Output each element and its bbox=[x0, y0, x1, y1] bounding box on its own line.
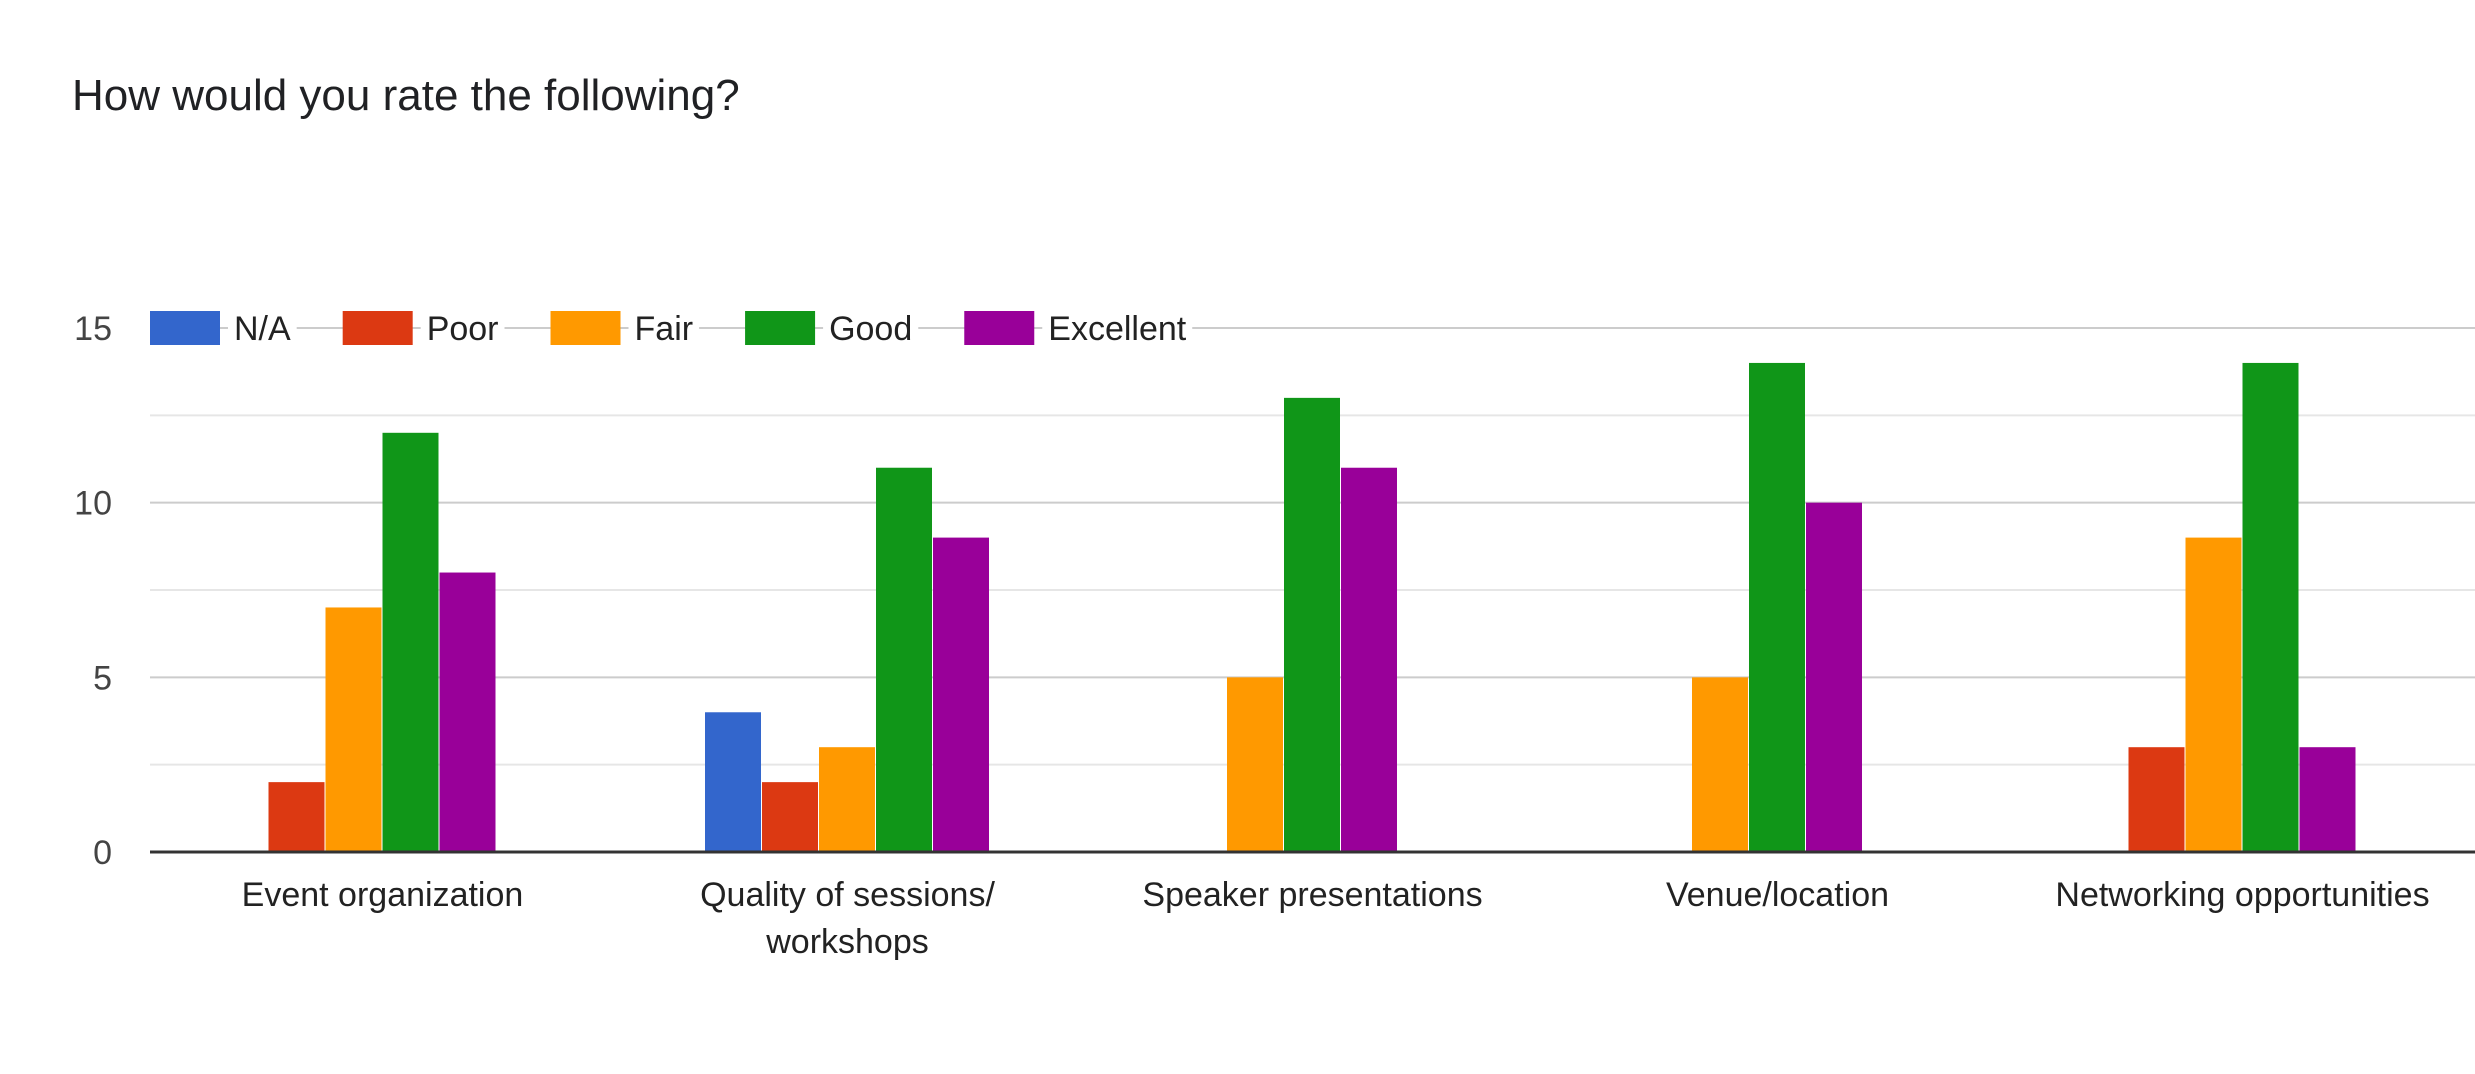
bar-excellent bbox=[1341, 467, 1397, 852]
legend-label: Fair bbox=[635, 310, 694, 348]
bar-poor bbox=[762, 782, 818, 852]
x-category-label: Event organization bbox=[242, 876, 524, 914]
legend: N/A Poor Fair Good Excellent bbox=[150, 304, 1193, 352]
x-category-label: Networking opportunities bbox=[2055, 876, 2429, 914]
bar-excellent bbox=[933, 537, 989, 852]
bar-excellent bbox=[2299, 747, 2356, 852]
legend-label: Good bbox=[829, 310, 912, 348]
legend-label: Excellent bbox=[1048, 310, 1187, 348]
y-tick-label: 0 bbox=[93, 834, 112, 872]
y-tick-label: 5 bbox=[93, 659, 112, 697]
bars bbox=[268, 362, 2356, 852]
legend-swatch-fair bbox=[550, 311, 621, 345]
legend-swatch-n-a bbox=[150, 311, 220, 345]
bar-fair bbox=[2185, 537, 2242, 852]
bar-good bbox=[382, 432, 439, 852]
bar-poor bbox=[2128, 747, 2185, 852]
legend-swatch-excellent bbox=[964, 311, 1035, 345]
bar-good bbox=[2242, 362, 2299, 852]
legend-label: N/A bbox=[234, 310, 291, 348]
bar-excellent bbox=[1806, 502, 1862, 852]
bar-fair bbox=[1692, 677, 1748, 852]
bar-poor bbox=[268, 782, 325, 852]
legend-swatch-poor bbox=[342, 311, 413, 345]
bar-fair bbox=[1227, 677, 1283, 852]
y-tick-label: 15 bbox=[74, 310, 112, 348]
bar-good bbox=[1284, 397, 1340, 852]
x-category-label: Speaker presentations bbox=[1142, 876, 1482, 914]
bar-fair bbox=[325, 607, 382, 852]
chart-title: How would you rate the following? bbox=[72, 71, 740, 120]
x-category-label: Quality of sessions/ bbox=[700, 876, 995, 914]
bar-good bbox=[876, 467, 932, 852]
x-category-label: Venue/location bbox=[1666, 876, 1889, 914]
axes: 0 5 10 15 Event organization Quality of sessi… bbox=[74, 310, 2475, 961]
legend-label: Poor bbox=[427, 310, 499, 348]
bar-excellent bbox=[439, 572, 496, 852]
bar-fair bbox=[819, 747, 875, 852]
legend-swatch-good bbox=[745, 311, 816, 345]
bar-n-a bbox=[705, 712, 761, 852]
bar-good bbox=[1749, 362, 1805, 852]
x-category-label: workshops bbox=[765, 923, 929, 961]
y-tick-label: 10 bbox=[74, 485, 112, 523]
